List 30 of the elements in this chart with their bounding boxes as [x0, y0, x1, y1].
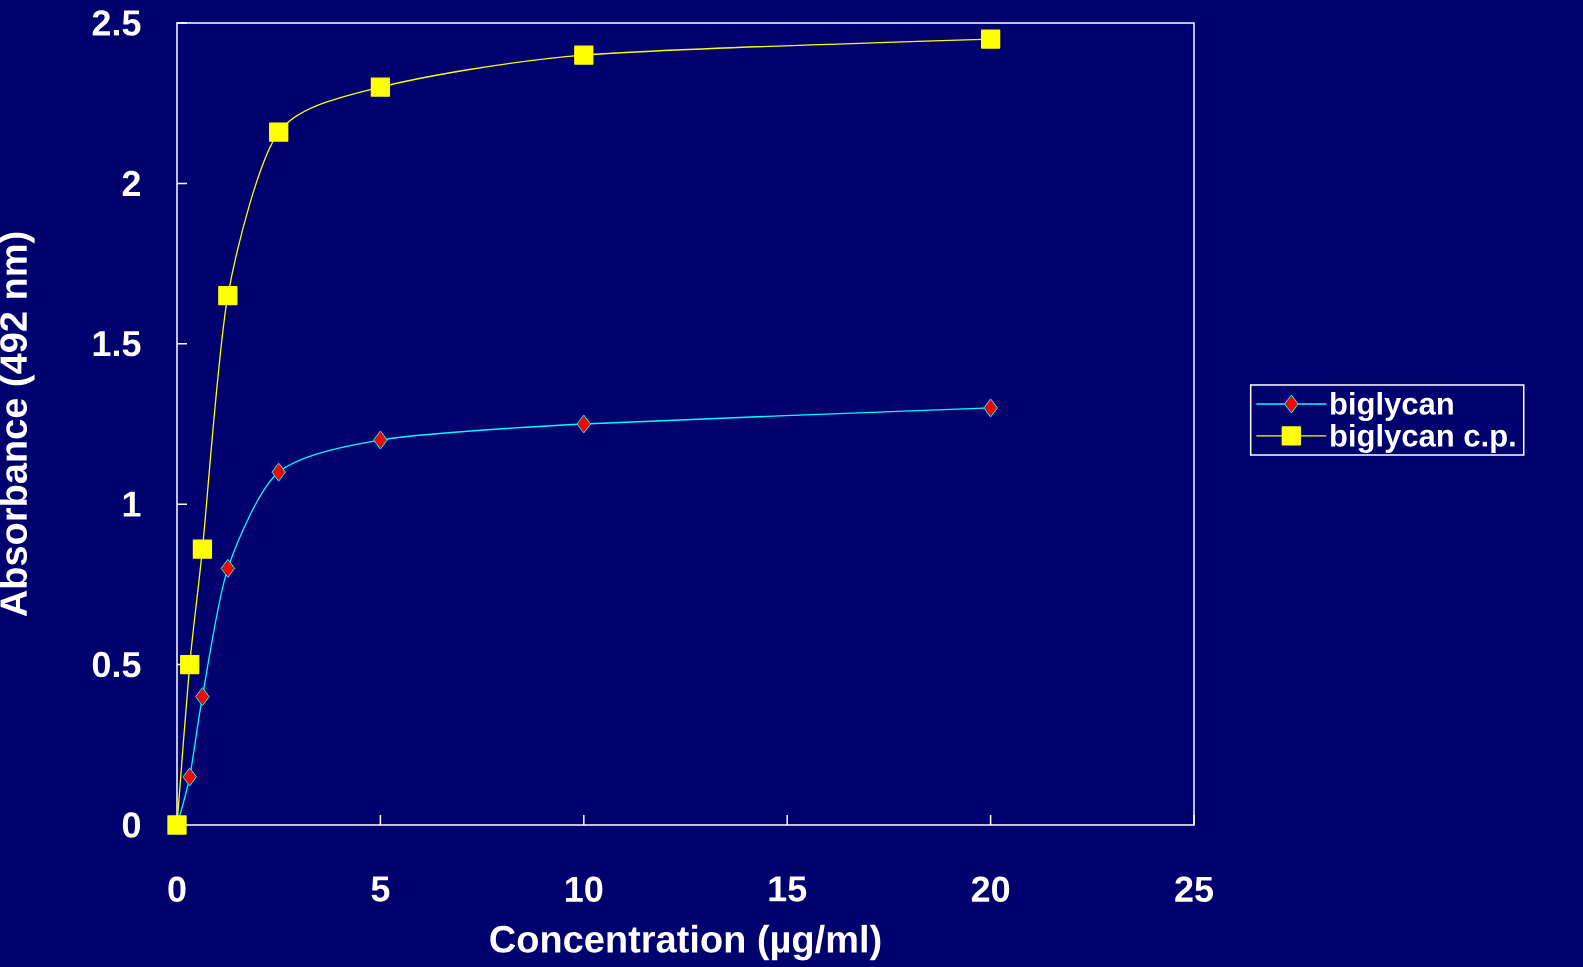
point — [373, 430, 388, 450]
point — [180, 654, 200, 675]
point — [269, 122, 289, 142]
y-tick-label: 2 — [122, 170, 141, 196]
y-tick-label: 1 — [123, 491, 141, 517]
point — [980, 29, 1001, 49]
x-tick-label: 10 — [566, 876, 603, 903]
point — [983, 398, 998, 418]
point — [182, 767, 197, 787]
x-tick-label: 20 — [971, 876, 1010, 903]
point — [576, 414, 592, 434]
y-axis-title: Absorbance (492 nm) — [0, 232, 35, 617]
x-tick-label: 25 — [1175, 876, 1214, 903]
point — [195, 687, 210, 707]
point — [271, 462, 286, 482]
legend-label: biglycan — [1331, 392, 1453, 422]
y-tick-label: 2.5 — [92, 10, 141, 36]
point — [192, 539, 213, 559]
point — [218, 286, 238, 306]
x-axis-title: Concentration (µg/ml) — [490, 924, 881, 961]
point — [220, 558, 236, 578]
point — [370, 77, 391, 97]
y-tick-label: 0 — [122, 812, 140, 838]
x-tick-label: 5 — [371, 876, 390, 902]
x-tick-label: 0 — [168, 876, 186, 903]
point — [574, 45, 594, 65]
x-tick-label: 15 — [769, 876, 807, 902]
y-tick-label: 1.5 — [93, 331, 141, 357]
legend-label: biglycan c.p. — [1331, 423, 1515, 453]
y-tick-label: 0.5 — [92, 651, 141, 678]
